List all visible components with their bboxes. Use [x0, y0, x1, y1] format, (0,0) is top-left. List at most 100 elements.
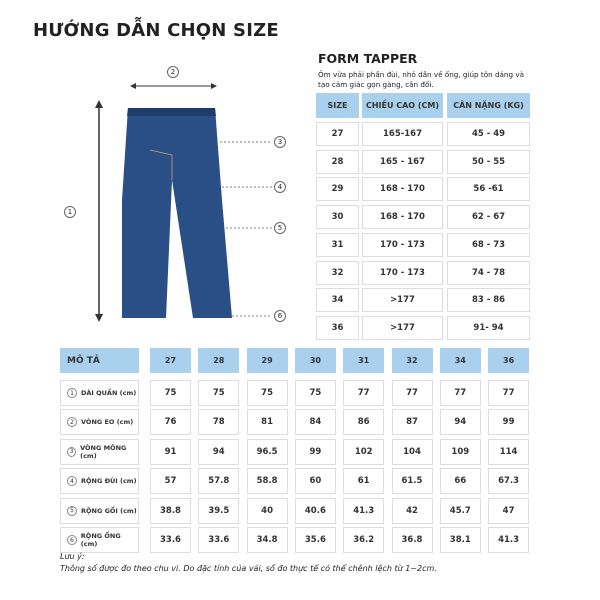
table-cell: 57: [150, 468, 191, 495]
column-header: 36: [488, 348, 530, 373]
row-label-text: RỘNG GỐI (cm): [81, 506, 137, 515]
form-description: Ôm vừa phải phần đùi, nhỏ dần về ống, gi…: [318, 70, 524, 89]
table-cell: 77: [343, 380, 385, 406]
table-cell: 61: [343, 468, 385, 495]
table-cell: 84: [294, 409, 336, 436]
form-name: FORM TAPPER: [318, 51, 418, 66]
marker-6: 6: [274, 310, 286, 322]
column-header: CÂN NẶNG (KG): [447, 93, 530, 118]
row-number-icon: 5: [67, 505, 77, 516]
table-cell: 81: [246, 409, 288, 436]
row-label: 3 VÒNG MÔNG (cm): [60, 438, 139, 465]
table-cell: 77: [488, 380, 530, 406]
row-label-text: VÒNG EO (cm): [81, 418, 134, 427]
table-cell: 57.8: [198, 468, 240, 495]
table-cell: 50 - 55: [447, 149, 530, 174]
row-label: 5 RỘNG GỐI (cm): [60, 497, 139, 524]
row-label: 4 RỘNG ĐÙI (cm): [60, 468, 139, 495]
table-cell: 99: [294, 438, 336, 465]
table-cell: 38.1: [439, 527, 481, 553]
column-header: 31: [343, 348, 385, 373]
table-cell: 36: [316, 315, 359, 340]
table-cell: 33.6: [198, 527, 240, 553]
table-cell: 56 -61: [447, 177, 530, 202]
table-cell: 40: [246, 497, 288, 524]
table-cell: 102: [343, 438, 385, 465]
note-text: Thông số được đo theo chu vi. Do đặc tín…: [60, 564, 437, 573]
column-header: 34: [439, 348, 481, 373]
table-cell: 94: [198, 438, 240, 465]
note-label: Lưu ý:: [60, 552, 85, 561]
table-cell: 34: [316, 288, 359, 313]
table-cell: 39.5: [198, 497, 240, 524]
table-cell: 170 - 173: [362, 232, 443, 257]
table-cell: 74 - 78: [447, 260, 530, 285]
table-cell: 28: [316, 149, 359, 174]
table-cell: 94: [439, 409, 481, 436]
row-number-icon: 4: [67, 476, 77, 487]
table-cell: 83 - 86: [447, 288, 530, 313]
table-cell: 99: [488, 409, 530, 436]
table-cell: 34.8: [246, 527, 288, 553]
table-cell: 109: [439, 438, 481, 465]
table-cell: 47: [488, 497, 530, 524]
table-cell: 32: [316, 260, 359, 285]
table-cell: 60: [294, 468, 336, 495]
page-title: HƯỚNG DẪN CHỌN SIZE: [33, 20, 279, 41]
row-number-icon: 3: [67, 446, 77, 457]
table-cell: 40.6: [294, 497, 336, 524]
table-cell: 45.7: [439, 497, 481, 524]
table-cell: 86: [343, 409, 385, 436]
table-cell: 31: [316, 232, 359, 257]
table-cell: 168 - 170: [362, 205, 443, 230]
table-cell: 62 - 67: [447, 205, 530, 230]
table-cell: 77: [391, 380, 433, 406]
column-header: 32: [391, 348, 433, 373]
table-cell: 78: [198, 409, 240, 436]
table-cell: 91: [150, 438, 191, 465]
column-header: SIZE: [316, 93, 359, 118]
row-label: 2 VÒNG EO (cm): [60, 409, 139, 436]
marker-5: 5: [274, 222, 286, 234]
table-cell: 41.3: [343, 497, 385, 524]
row-number-icon: 2: [67, 417, 77, 428]
table-cell: 33.6: [150, 527, 191, 553]
row-label-text: VÒNG MÔNG (cm): [80, 443, 127, 460]
table-cell: 41.3: [488, 527, 530, 553]
column-header: 29: [246, 348, 288, 373]
table-cell: 75: [150, 380, 191, 406]
row-label-text: RỘNG ĐÙI (cm): [81, 477, 137, 486]
table-cell: 87: [391, 409, 433, 436]
table-cell: 75: [198, 380, 240, 406]
table-cell: 35.6: [294, 527, 336, 553]
table-cell: 96.5: [246, 438, 288, 465]
marker-4: 4: [274, 181, 286, 193]
jeans-illustration: [95, 83, 272, 322]
table-cell: 91- 94: [447, 315, 530, 340]
table-cell: 104: [391, 438, 433, 465]
table-cell: 38.8: [150, 497, 191, 524]
column-header: 27: [150, 348, 191, 373]
table-cell: 75: [246, 380, 288, 406]
table-cell: >177: [362, 315, 443, 340]
table-cell: 75: [294, 380, 336, 406]
marker-2: 2: [167, 66, 179, 78]
table-cell: 114: [488, 438, 530, 465]
table-cell: 27: [316, 122, 359, 146]
table-cell: 170 - 173: [362, 260, 443, 285]
table-cell: 165 - 167: [362, 149, 443, 174]
table-cell: 66: [439, 468, 481, 495]
table-cell: 29: [316, 177, 359, 202]
column-header: 30: [294, 348, 336, 373]
table-cell: 58.8: [246, 468, 288, 495]
column-header: MÔ TẢ: [60, 348, 139, 373]
table-cell: 61.5: [391, 468, 433, 495]
table-cell: 76: [150, 409, 191, 436]
column-header: CHIỀU CAO (CM): [362, 93, 443, 118]
table-cell: 168 - 170: [362, 177, 443, 202]
row-label-text: RỘNG ỐNG (cm): [80, 532, 121, 548]
table-cell: 68 - 73: [447, 232, 530, 257]
row-number-icon: 1: [67, 388, 77, 398]
table-cell: 165-167: [362, 122, 443, 146]
table-cell: 36.2: [343, 527, 385, 553]
